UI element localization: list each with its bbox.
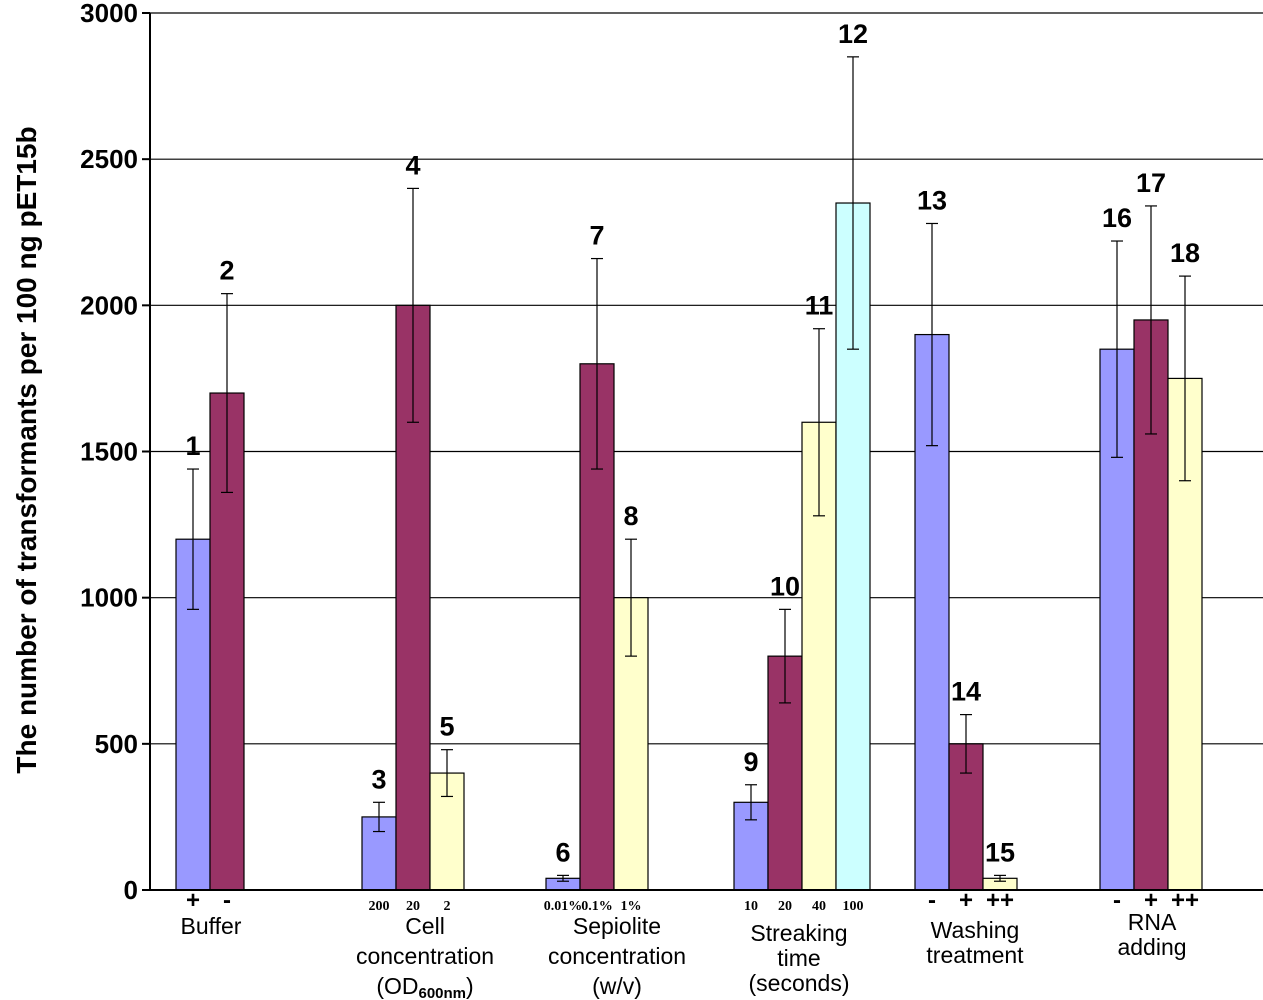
y-tick-label: 3000 bbox=[80, 0, 138, 28]
bar-number-3: 3 bbox=[371, 764, 386, 794]
bar-number-18: 18 bbox=[1170, 238, 1200, 268]
y-tick-label: 0 bbox=[124, 875, 138, 905]
bar-number-12: 12 bbox=[838, 19, 868, 49]
x-tick-label: 40 bbox=[812, 899, 826, 914]
x-tick-label: 100 bbox=[843, 899, 864, 914]
group-label: Sepiolite bbox=[573, 913, 661, 939]
group-label: (w/v) bbox=[592, 973, 642, 999]
bar-number-2: 2 bbox=[219, 256, 234, 286]
bar-13 bbox=[914, 333, 950, 891]
x-tick-label: 0.1% bbox=[581, 899, 613, 914]
bar-number-13: 13 bbox=[917, 185, 947, 215]
bar-number-8: 8 bbox=[623, 501, 638, 531]
x-tick-label: - bbox=[223, 887, 231, 914]
x-tick-label: 200 bbox=[369, 899, 390, 914]
bar-number-9: 9 bbox=[743, 747, 758, 777]
y-tick-label: 2000 bbox=[80, 290, 138, 320]
bar-number-1: 1 bbox=[185, 431, 200, 461]
bar-number-5: 5 bbox=[439, 712, 454, 742]
group-label: (seconds) bbox=[749, 970, 850, 996]
bar-10 bbox=[767, 655, 803, 891]
group-label: Streaking bbox=[750, 920, 847, 946]
x-tick-label: 2 bbox=[444, 899, 451, 914]
bar-number-16: 16 bbox=[1102, 203, 1132, 233]
bar-number-15: 15 bbox=[985, 837, 1015, 867]
x-tick-label: + bbox=[959, 887, 973, 914]
bar-number-7: 7 bbox=[589, 221, 604, 251]
y-tick-label: 500 bbox=[95, 729, 138, 759]
x-tick-label: 20 bbox=[406, 899, 420, 914]
bar-number-11: 11 bbox=[805, 291, 834, 321]
x-tick-label: 10 bbox=[744, 899, 758, 914]
bar-number-14: 14 bbox=[951, 677, 981, 707]
bar-number-6: 6 bbox=[555, 837, 570, 867]
group-label: concentration bbox=[548, 943, 686, 969]
group-label: treatment bbox=[926, 942, 1024, 968]
bar-number-4: 4 bbox=[405, 150, 420, 180]
axes bbox=[142, 12, 1263, 891]
group-label: Cell bbox=[405, 913, 445, 939]
x-tick-label: 0.01% bbox=[544, 899, 583, 914]
group-label: Washing bbox=[931, 917, 1020, 943]
labels: 3000250020001500100050001+2-Buffer320042… bbox=[80, 0, 1200, 1000]
bar-number-17: 17 bbox=[1136, 168, 1166, 198]
group-label: time bbox=[777, 945, 820, 971]
y-tick-label: 1500 bbox=[80, 437, 138, 467]
gridlines bbox=[150, 12, 1263, 745]
group-label: adding bbox=[1117, 934, 1186, 960]
group-label: concentration bbox=[356, 943, 494, 969]
x-tick-label: + bbox=[1144, 887, 1158, 914]
group-label: RNA bbox=[1128, 909, 1177, 935]
group-label: Buffer bbox=[181, 913, 242, 939]
x-tick-label: 1% bbox=[621, 899, 642, 914]
x-tick-label: - bbox=[928, 887, 936, 914]
y-axis-label: The number of transformants per 100 ng p… bbox=[11, 126, 42, 773]
x-tick-label: ++ bbox=[1171, 887, 1199, 914]
y-tick-label: 2500 bbox=[80, 144, 138, 174]
y-tick-label: 1000 bbox=[80, 583, 138, 613]
x-tick-label: + bbox=[186, 887, 200, 914]
x-tick-label: 20 bbox=[778, 899, 792, 914]
x-tick-label: ++ bbox=[986, 887, 1014, 914]
bar-number-10: 10 bbox=[770, 571, 800, 601]
group-unit-label: (OD600nm) bbox=[376, 973, 473, 1000]
bar-series bbox=[175, 56, 1203, 891]
x-tick-label: - bbox=[1113, 887, 1121, 914]
